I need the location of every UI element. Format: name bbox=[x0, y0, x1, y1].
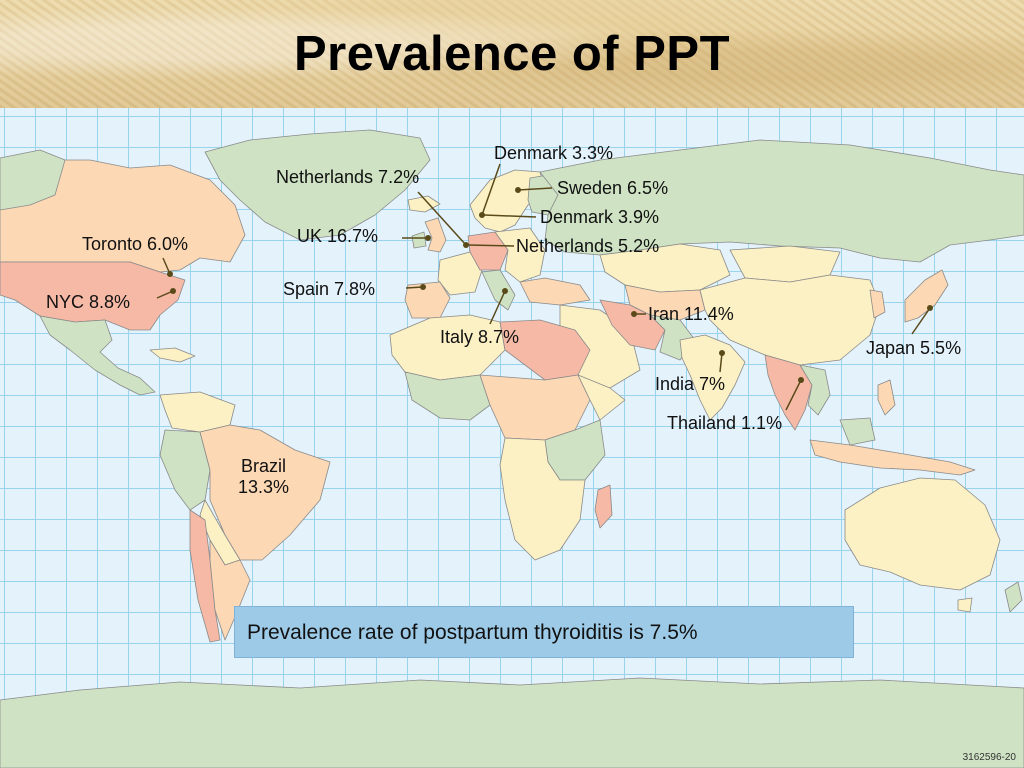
label-denmark-top: Denmark 3.3% bbox=[494, 143, 614, 163]
label-denmark-right: Denmark 3.9% bbox=[540, 207, 660, 227]
india bbox=[679, 334, 746, 421]
west-africa bbox=[404, 371, 491, 421]
indonesia bbox=[809, 439, 976, 476]
korea bbox=[869, 289, 886, 319]
label-nyc: NYC 8.8% bbox=[46, 292, 131, 312]
north-africa-west bbox=[389, 314, 506, 381]
caribbean bbox=[149, 347, 196, 363]
leader-lines bbox=[156, 163, 931, 411]
australia bbox=[844, 477, 1001, 591]
label-japan: Japan 5.5% bbox=[866, 338, 962, 358]
map-graphic bbox=[0, 129, 1024, 768]
mexico bbox=[39, 315, 156, 396]
uk bbox=[424, 217, 447, 253]
label-brazil-value: 13.3% bbox=[238, 477, 290, 497]
label-india: India 7% bbox=[655, 374, 726, 394]
kazakhstan bbox=[599, 243, 731, 293]
label-italy: Italy 8.7% bbox=[440, 327, 520, 347]
philippines bbox=[877, 379, 896, 416]
eastern-europe bbox=[494, 227, 546, 283]
usa bbox=[0, 261, 186, 331]
world-map bbox=[0, 108, 1024, 768]
new-zealand bbox=[1004, 581, 1023, 613]
label-brazil: Brazil 13.3% bbox=[238, 456, 289, 498]
tasmania bbox=[957, 597, 973, 613]
madagascar bbox=[594, 484, 613, 529]
label-iran: Iran 11.4% bbox=[648, 304, 734, 324]
brazil bbox=[199, 424, 331, 561]
indochina bbox=[799, 364, 831, 416]
info-box: Prevalence rate of postpartum thyroiditi… bbox=[234, 606, 854, 658]
info-box-text: Prevalence rate of postpartum thyroiditi… bbox=[247, 621, 698, 644]
russia bbox=[539, 139, 1024, 263]
china bbox=[699, 274, 881, 366]
label-sweden: Sweden 6.5% bbox=[557, 178, 669, 198]
title-banner: Prevalence of PPT bbox=[0, 0, 1024, 108]
antarctica bbox=[0, 677, 1024, 768]
alaska bbox=[0, 149, 66, 211]
label-thailand: Thailand 1.1% bbox=[667, 413, 783, 433]
horn-of-africa bbox=[577, 374, 626, 421]
page-title: Prevalence of PPT bbox=[293, 27, 731, 81]
southern-africa bbox=[499, 437, 586, 561]
label-uk: UK 16.7% bbox=[297, 226, 379, 246]
label-netherlands-left: Netherlands 7.2% bbox=[276, 167, 420, 187]
norway-sweden bbox=[469, 169, 546, 233]
iran bbox=[599, 299, 666, 351]
marker-dots bbox=[167, 187, 933, 383]
colombia-venezuela bbox=[159, 391, 236, 433]
label-brazil-name: Brazil bbox=[241, 456, 287, 476]
slide-footnote: 3162596-20 bbox=[962, 752, 1016, 763]
north-africa-east bbox=[499, 319, 591, 381]
italy bbox=[481, 269, 516, 311]
japan bbox=[904, 269, 949, 323]
ireland bbox=[411, 231, 427, 249]
greenland bbox=[204, 129, 431, 241]
label-toronto: Toronto 6.0% bbox=[82, 234, 189, 254]
label-spain: Spain 7.8% bbox=[283, 279, 376, 299]
borneo bbox=[839, 417, 876, 446]
chile bbox=[189, 509, 221, 643]
label-netherlands-right: Netherlands 5.2% bbox=[516, 236, 660, 256]
balkans-turkey bbox=[519, 277, 591, 306]
